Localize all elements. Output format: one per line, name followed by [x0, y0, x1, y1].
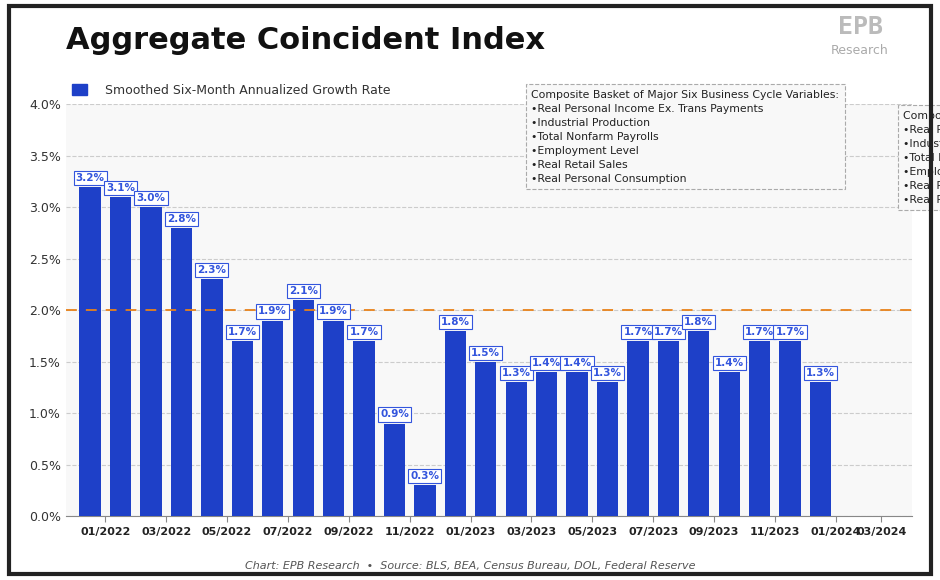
Bar — [140, 208, 162, 516]
Bar — [658, 341, 679, 516]
Text: 1.7%: 1.7% — [776, 327, 805, 337]
Text: 3.2%: 3.2% — [75, 173, 104, 183]
Bar — [506, 382, 526, 516]
Text: 1.3%: 1.3% — [593, 368, 622, 378]
Text: 2.3%: 2.3% — [197, 265, 227, 276]
Text: 3.1%: 3.1% — [106, 183, 135, 193]
Bar — [627, 341, 649, 516]
Text: 0.9%: 0.9% — [380, 409, 409, 419]
Bar — [810, 382, 831, 516]
Text: 1.7%: 1.7% — [654, 327, 682, 337]
Bar — [323, 321, 344, 516]
Bar — [475, 362, 496, 516]
Bar — [80, 187, 101, 516]
Legend:   Smoothed Six-Month Annualized Growth Rate: Smoothed Six-Month Annualized Growth Rat… — [72, 84, 390, 97]
Bar — [445, 331, 466, 516]
Text: 1.4%: 1.4% — [562, 358, 591, 368]
Bar — [292, 300, 314, 516]
Bar — [384, 423, 405, 516]
Bar — [262, 321, 283, 516]
Bar — [779, 341, 801, 516]
Text: 0.3%: 0.3% — [411, 471, 439, 481]
Text: 1.7%: 1.7% — [623, 327, 652, 337]
Text: 2.8%: 2.8% — [167, 214, 196, 224]
Text: 1.4%: 1.4% — [714, 358, 744, 368]
Text: 1.9%: 1.9% — [320, 306, 348, 317]
Bar — [567, 372, 588, 516]
Text: EPB: EPB — [838, 14, 883, 38]
Bar — [536, 372, 557, 516]
Text: Composite Basket of Major Six Business Cycle Variables:
•Real Personal Income Ex: Composite Basket of Major Six Business C… — [903, 111, 940, 205]
Text: 1.5%: 1.5% — [471, 347, 500, 358]
Bar — [688, 331, 710, 516]
Text: Chart: EPB Research  •  Source: BLS, BEA, Census Bureau, DOL, Federal Reserve: Chart: EPB Research • Source: BLS, BEA, … — [244, 561, 696, 571]
Text: 2.1%: 2.1% — [289, 286, 318, 296]
Bar — [415, 485, 435, 516]
Text: 3.0%: 3.0% — [136, 193, 165, 203]
Text: Research: Research — [831, 44, 889, 56]
Text: Aggregate Coincident Index: Aggregate Coincident Index — [66, 26, 545, 55]
Text: 1.3%: 1.3% — [502, 368, 531, 378]
Text: 1.7%: 1.7% — [227, 327, 257, 337]
Bar — [201, 280, 223, 516]
Text: 1.7%: 1.7% — [350, 327, 379, 337]
Text: 1.4%: 1.4% — [532, 358, 561, 368]
Text: 1.3%: 1.3% — [806, 368, 835, 378]
Bar — [171, 228, 192, 516]
Bar — [110, 197, 132, 516]
Bar — [597, 382, 619, 516]
Bar — [353, 341, 375, 516]
Text: 1.8%: 1.8% — [684, 317, 713, 327]
Text: 1.7%: 1.7% — [745, 327, 775, 337]
Text: 1.9%: 1.9% — [258, 306, 288, 317]
Text: Composite Basket of Major Six Business Cycle Variables:
•Real Personal Income Ex: Composite Basket of Major Six Business C… — [531, 90, 839, 184]
Bar — [749, 341, 770, 516]
Text: 1.8%: 1.8% — [441, 317, 470, 327]
Bar — [231, 341, 253, 516]
Bar — [718, 372, 740, 516]
